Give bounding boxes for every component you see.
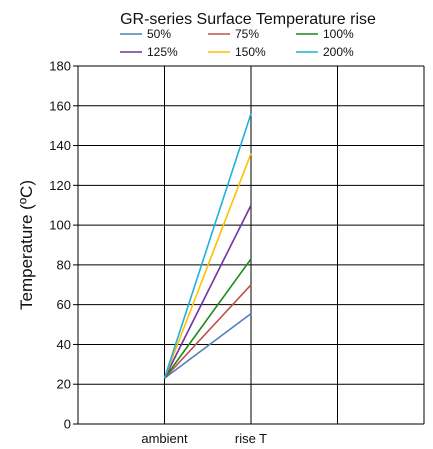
legend-label: 150% bbox=[235, 45, 266, 59]
y-tick-label: 40 bbox=[57, 337, 71, 352]
series-line bbox=[163, 204, 252, 379]
legend-label: 125% bbox=[147, 45, 178, 59]
series-layer bbox=[163, 113, 252, 379]
y-tick-label: 80 bbox=[57, 257, 71, 272]
legend-item: 100% bbox=[296, 27, 354, 41]
legend-item: 200% bbox=[296, 45, 354, 59]
series-line bbox=[164, 312, 252, 379]
y-tick-label: 20 bbox=[57, 377, 71, 392]
y-tick-label: 120 bbox=[49, 178, 71, 193]
y-tick-label: 0 bbox=[64, 417, 71, 432]
legend-label: 100% bbox=[323, 27, 354, 41]
y-tick-label: 180 bbox=[49, 59, 71, 74]
series-line bbox=[163, 258, 252, 379]
y-axis-ticks: 0 20 40 60 80 100 120 140 160 180 bbox=[49, 59, 78, 432]
y-tick-label: 160 bbox=[49, 98, 71, 113]
legend-label: 75% bbox=[235, 27, 259, 41]
chart-title: GR-series Surface Temperature rise bbox=[120, 11, 376, 28]
series-line bbox=[163, 113, 252, 379]
legend-item: 125% bbox=[120, 45, 178, 59]
x-axis-ticks: ambient rise T bbox=[141, 431, 267, 446]
y-tick-label: 100 bbox=[49, 218, 71, 233]
legend-item: 75% bbox=[208, 27, 259, 41]
y-tick-label: 60 bbox=[57, 297, 71, 312]
legend-item: 50% bbox=[120, 27, 171, 41]
x-tick-label: rise T bbox=[235, 431, 267, 446]
legend-item: 150% bbox=[208, 45, 266, 59]
series-line bbox=[163, 284, 252, 379]
grid bbox=[77, 65, 425, 425]
y-axis-label: Temperature (ºC) bbox=[17, 180, 36, 310]
legend: 50% 75% 100% 125% 150% 200% bbox=[120, 27, 354, 59]
y-tick-label: 140 bbox=[49, 138, 71, 153]
legend-label: 200% bbox=[323, 45, 354, 59]
x-tick-label: ambient bbox=[141, 431, 188, 446]
legend-label: 50% bbox=[147, 27, 171, 41]
series-line bbox=[163, 153, 252, 379]
